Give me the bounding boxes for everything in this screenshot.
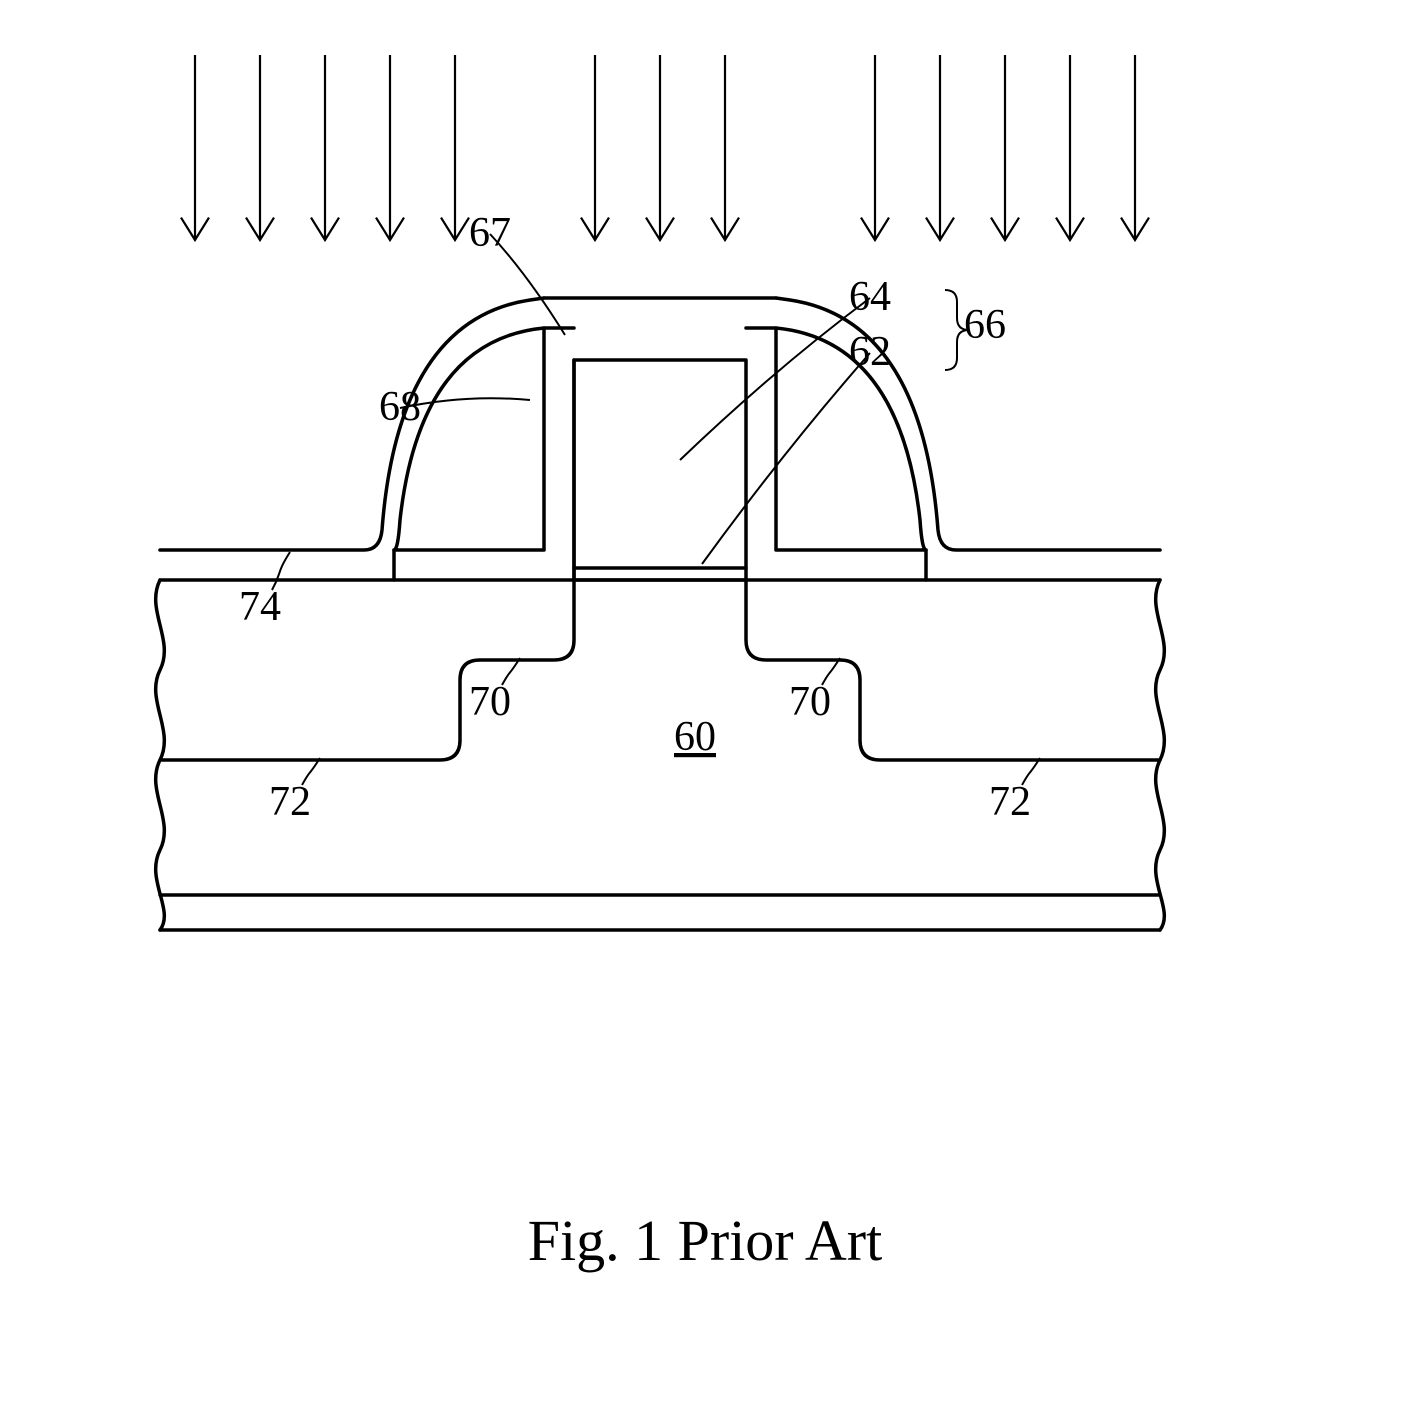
label-72: 72	[989, 779, 1031, 825]
implant-arrow	[376, 55, 404, 240]
substrate-left-break	[156, 580, 165, 930]
conformal-layer	[160, 298, 1160, 550]
gate-stack	[574, 360, 746, 580]
implant-arrow	[1121, 55, 1149, 240]
label-68: 68	[379, 384, 421, 430]
liner-left-outer	[394, 328, 574, 580]
implant-arrows	[181, 55, 1149, 240]
implant-arrow	[926, 55, 954, 240]
label-60: 60	[674, 714, 716, 760]
implant-arrow	[861, 55, 889, 240]
reference-labels: 60 62 64 66 67 68 70 70 72 72 74	[239, 210, 1031, 825]
leader-lines	[272, 234, 1040, 785]
spacer-liner	[394, 328, 926, 580]
gate-electrode	[574, 360, 746, 568]
prior-art-figure: 60 62 64 66 67 68 70 70 72 72 74 Fig. 1 Prior Art	[0, 0, 1410, 1418]
ldd-right	[746, 580, 1160, 760]
doped-regions	[160, 580, 1160, 760]
figure-caption: Fig. 1 Prior Art	[528, 1208, 883, 1273]
label-70: 70	[469, 679, 511, 725]
spacer-left	[394, 328, 544, 550]
implant-arrow	[1056, 55, 1084, 240]
gate-oxide	[574, 568, 746, 580]
implant-arrow	[646, 55, 674, 240]
label-62: 62	[849, 329, 891, 375]
label-66: 66	[964, 302, 1006, 348]
implant-arrow	[311, 55, 339, 240]
implant-arrow	[991, 55, 1019, 240]
label-72: 72	[269, 779, 311, 825]
implant-arrow	[581, 55, 609, 240]
substrate-outline	[156, 580, 1165, 930]
implant-arrow	[246, 55, 274, 240]
substrate-right-break	[1156, 580, 1165, 930]
label-74: 74	[239, 584, 281, 630]
implant-arrow	[441, 55, 469, 240]
implant-arrow	[181, 55, 209, 240]
layer-74-left	[160, 298, 544, 550]
label-70: 70	[789, 679, 831, 725]
implant-arrow	[711, 55, 739, 240]
label-67: 67	[469, 210, 511, 256]
leader-62	[702, 353, 870, 564]
liner-right-outer	[746, 328, 926, 580]
label-64: 64	[849, 274, 891, 320]
